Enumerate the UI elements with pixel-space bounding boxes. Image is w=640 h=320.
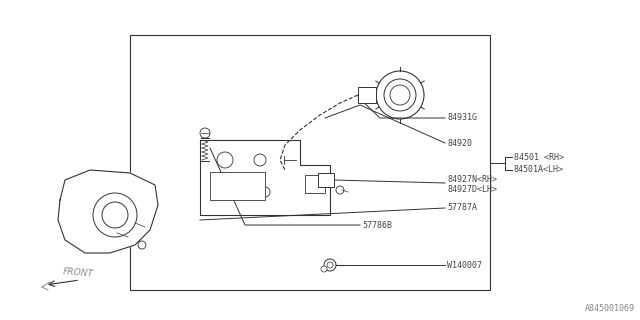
Circle shape [336,186,344,194]
Text: 57787A: 57787A [447,204,477,212]
Circle shape [138,241,146,249]
Circle shape [321,266,327,272]
Circle shape [93,193,137,237]
Polygon shape [58,170,158,253]
Circle shape [376,71,424,119]
Circle shape [260,187,270,197]
Text: 84927D<LH>: 84927D<LH> [447,186,497,195]
Circle shape [200,128,210,138]
Bar [210,172,265,200]
Text: 84920: 84920 [447,139,472,148]
Bar [305,175,325,193]
Text: 84931G: 84931G [447,114,477,123]
Circle shape [102,202,128,228]
Text: A845001069: A845001069 [585,304,635,313]
Bar [318,173,334,187]
Bar [358,87,376,103]
Circle shape [217,152,233,168]
Text: W140007: W140007 [447,260,482,269]
Circle shape [324,259,336,271]
Polygon shape [200,140,330,215]
Text: 84501A<LH>: 84501A<LH> [514,165,564,174]
Text: 84501 <RH>: 84501 <RH> [514,153,564,162]
Text: 84927N<RH>: 84927N<RH> [447,174,497,183]
Bar [130,35,490,290]
Text: 57786B: 57786B [362,220,392,229]
Circle shape [390,85,410,105]
Text: FRONT: FRONT [62,267,93,279]
Circle shape [218,185,232,199]
Circle shape [327,262,333,268]
Circle shape [254,154,266,166]
Circle shape [384,79,416,111]
